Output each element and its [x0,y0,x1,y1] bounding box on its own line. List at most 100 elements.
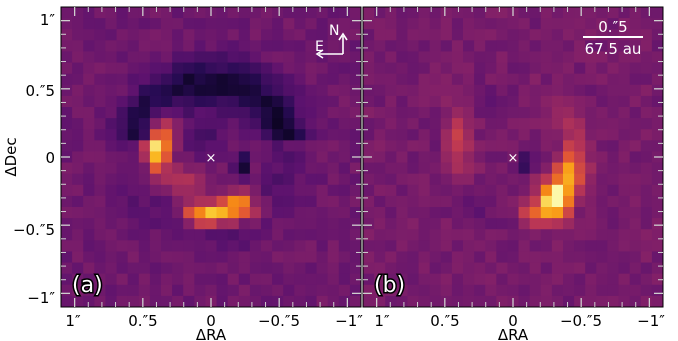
image-pixel [316,84,329,97]
image-pixel [418,40,431,52]
image-pixel [238,251,251,263]
compass-east-label: E [315,39,324,55]
image-pixel [327,129,340,141]
image-pixel [327,240,340,252]
image-pixel [294,129,306,141]
image-pixel [349,218,361,230]
image-pixel [127,207,140,219]
image-pixel [249,84,262,97]
image-pixel [138,95,151,108]
image-pixel [72,262,84,275]
image-pixel [385,273,397,286]
image-pixel [451,18,464,30]
image-pixel [294,251,306,263]
image-pixel [294,184,306,197]
image-pixel [540,51,553,63]
image-pixel [596,251,608,263]
image-pixel [496,62,508,75]
image-pixel [407,129,419,141]
image-pixel [540,84,553,97]
image-pixel [116,218,129,230]
image-pixel [316,29,329,41]
image-pixel [451,195,464,208]
image-pixel [496,84,508,97]
image-pixel [249,173,262,186]
image-pixel [374,262,386,275]
image-pixel [429,273,442,286]
image-pixel [249,73,262,86]
image-pixel [127,295,140,307]
image-pixel [116,62,129,75]
image-pixel [429,73,442,86]
image-pixel [585,251,597,263]
image-pixel [227,29,240,41]
image-pixel [227,118,240,130]
image-pixel [261,84,273,97]
image-pixel [249,207,262,219]
image-pixel [574,95,586,108]
image-pixel [138,251,151,263]
image-pixel [138,173,151,186]
image-pixel [440,284,453,297]
image-pixel [485,51,497,63]
image-pixel [474,18,486,30]
image-pixel [338,284,351,297]
image-pixel [127,195,140,208]
image-pixel [496,18,508,30]
image-pixel [149,62,162,75]
image-pixel [294,29,306,41]
image-pixel [294,7,306,19]
image-pixel [518,251,531,263]
image-pixel [349,73,361,86]
image-pixel [105,295,117,307]
image-pixel [294,95,306,108]
image-pixel [418,151,431,163]
image-pixel [72,118,84,130]
image-pixel [172,7,184,19]
image-pixel [551,218,564,230]
image-pixel [496,229,508,241]
image-pixel [429,7,442,19]
image-pixel [183,95,195,108]
image-pixel [518,151,531,163]
image-pixel [316,151,329,163]
image-pixel [651,95,663,108]
image-pixel [585,240,597,252]
image-pixel [349,7,361,19]
image-pixel [338,84,351,97]
image-pixel [407,140,419,152]
image-pixel [629,240,642,252]
image-pixel [529,73,542,86]
image-pixel [407,7,419,19]
image-pixel [429,173,442,186]
image-pixel [396,84,408,97]
image-pixel [105,129,117,141]
image-pixel [463,40,475,52]
image-pixel [618,295,631,307]
image-pixel [363,273,375,286]
image-pixel [94,95,106,108]
image-pixel [183,162,195,175]
image-pixel [72,95,84,108]
image-pixel [205,284,217,297]
image-pixel [194,284,206,297]
image-pixel [407,51,419,63]
image-pixel [651,184,663,197]
image-pixel [249,107,262,119]
image-pixel [463,195,475,208]
image-pixel [94,129,106,141]
image-pixel [138,118,151,130]
image-pixel [529,7,542,19]
image-pixel [451,184,464,197]
image-pixel [205,184,217,197]
image-pixel [338,262,351,275]
image-pixel [183,107,195,119]
image-pixel [407,73,419,86]
image-pixel [183,73,195,86]
image-pixel [161,184,173,197]
image-pixel [227,40,240,52]
image-pixel [349,140,361,152]
image-pixel [194,62,206,75]
panel-a-ticks [61,7,361,307]
image-pixel [349,284,361,297]
